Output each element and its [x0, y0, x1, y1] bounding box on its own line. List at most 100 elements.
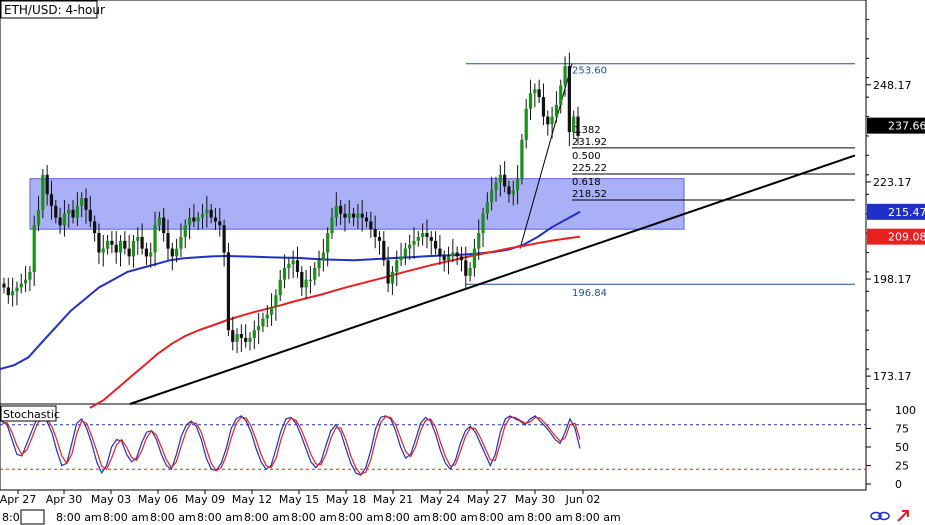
candle-body[interactable]: [412, 240, 416, 245]
candle-body[interactable]: [537, 89, 541, 98]
candle-body[interactable]: [403, 248, 407, 257]
candle-body[interactable]: [6, 287, 10, 296]
candle-body[interactable]: [559, 85, 563, 105]
candle-body[interactable]: [326, 233, 330, 253]
candle-body[interactable]: [269, 306, 274, 315]
candle-body[interactable]: [209, 209, 213, 218]
candle-body[interactable]: [550, 116, 554, 125]
candle-body[interactable]: [334, 205, 338, 218]
candle-body[interactable]: [252, 330, 256, 338]
candle-body[interactable]: [200, 213, 205, 218]
candle-body[interactable]: [382, 240, 386, 261]
candle-body[interactable]: [226, 252, 231, 331]
candle-body[interactable]: [231, 330, 235, 342]
candle-body[interactable]: [265, 314, 269, 319]
candle-body[interactable]: [472, 248, 477, 269]
candle-body[interactable]: [239, 334, 243, 338]
candle-body[interactable]: [101, 248, 105, 253]
candle-body[interactable]: [166, 233, 170, 249]
candle-body[interactable]: [468, 268, 472, 276]
candle-body[interactable]: [503, 174, 507, 187]
candle-body[interactable]: [28, 271, 32, 280]
candle-body[interactable]: [524, 108, 528, 140]
candle-body[interactable]: [339, 205, 343, 214]
candle-body[interactable]: [140, 236, 144, 249]
candle-body[interactable]: [153, 225, 157, 253]
candle-body[interactable]: [15, 287, 19, 292]
candle-body[interactable]: [49, 194, 54, 206]
candle-body[interactable]: [485, 202, 489, 214]
candle-body[interactable]: [433, 240, 438, 249]
candle-body[interactable]: [490, 190, 494, 202]
candle-body[interactable]: [386, 260, 390, 284]
candle-body[interactable]: [118, 240, 123, 253]
candle-body[interactable]: [369, 221, 373, 230]
candle-body[interactable]: [291, 260, 295, 265]
candle-body[interactable]: [36, 209, 41, 226]
candle-body[interactable]: [377, 236, 382, 241]
candle-body[interactable]: [88, 209, 92, 222]
candle-body[interactable]: [71, 209, 75, 218]
candle-body[interactable]: [554, 104, 559, 117]
candle-body[interactable]: [399, 256, 403, 261]
candle-body[interactable]: [520, 139, 524, 179]
candle-body[interactable]: [149, 252, 153, 257]
candle-body[interactable]: [58, 217, 62, 226]
candle-body[interactable]: [75, 205, 79, 218]
candle-body[interactable]: [313, 268, 317, 280]
candle-body[interactable]: [330, 217, 334, 234]
candle-body[interactable]: [533, 89, 537, 94]
trendline[interactable]: [129, 154, 856, 405]
candle-body[interactable]: [127, 248, 131, 257]
candle-body[interactable]: [11, 291, 15, 296]
candle-body[interactable]: [511, 190, 515, 195]
candle-body[interactable]: [144, 248, 149, 257]
candle-body[interactable]: [429, 236, 433, 241]
candle-body[interactable]: [572, 116, 576, 133]
candle-body[interactable]: [196, 217, 200, 222]
candle-body[interactable]: [23, 279, 28, 284]
candle-body[interactable]: [192, 217, 196, 222]
candle-body[interactable]: [54, 205, 58, 218]
candle-body[interactable]: [528, 93, 533, 109]
candle-body[interactable]: [351, 213, 356, 218]
candle-body[interactable]: [451, 252, 455, 257]
candle-body[interactable]: [477, 233, 481, 249]
candle-body[interactable]: [321, 252, 325, 261]
candle-body[interactable]: [459, 256, 464, 261]
candle-body[interactable]: [41, 174, 45, 210]
candle-body[interactable]: [114, 244, 118, 253]
candle-body[interactable]: [438, 248, 442, 257]
candle-body[interactable]: [19, 283, 23, 288]
candle-body[interactable]: [304, 279, 308, 288]
candle-body[interactable]: [218, 221, 222, 226]
candle-body[interactable]: [360, 213, 364, 218]
candle-body[interactable]: [213, 217, 218, 222]
candle-body[interactable]: [175, 248, 179, 257]
candle-body[interactable]: [390, 271, 395, 284]
candle-body[interactable]: [455, 252, 459, 257]
candle-body[interactable]: [282, 268, 287, 280]
candle-body[interactable]: [416, 236, 420, 241]
candle-body[interactable]: [421, 233, 425, 237]
candle-body[interactable]: [187, 217, 192, 226]
candle-body[interactable]: [162, 217, 166, 234]
candle-body[interactable]: [244, 337, 248, 342]
candle-body[interactable]: [261, 318, 265, 327]
candle-body[interactable]: [80, 198, 84, 206]
candle-body[interactable]: [62, 213, 67, 226]
candle-body[interactable]: [179, 236, 183, 249]
candle-body[interactable]: [317, 260, 321, 269]
candle-body[interactable]: [105, 240, 110, 249]
candle-body[interactable]: [494, 182, 498, 191]
candle-body[interactable]: [507, 186, 511, 195]
candle-body[interactable]: [274, 295, 278, 307]
candle-body[interactable]: [32, 225, 36, 272]
candle-body[interactable]: [110, 240, 114, 245]
candle-body[interactable]: [481, 213, 485, 234]
candle-body[interactable]: [287, 264, 291, 269]
candle-body[interactable]: [442, 256, 446, 261]
candle-body[interactable]: [395, 260, 399, 272]
candle-body[interactable]: [93, 221, 97, 234]
